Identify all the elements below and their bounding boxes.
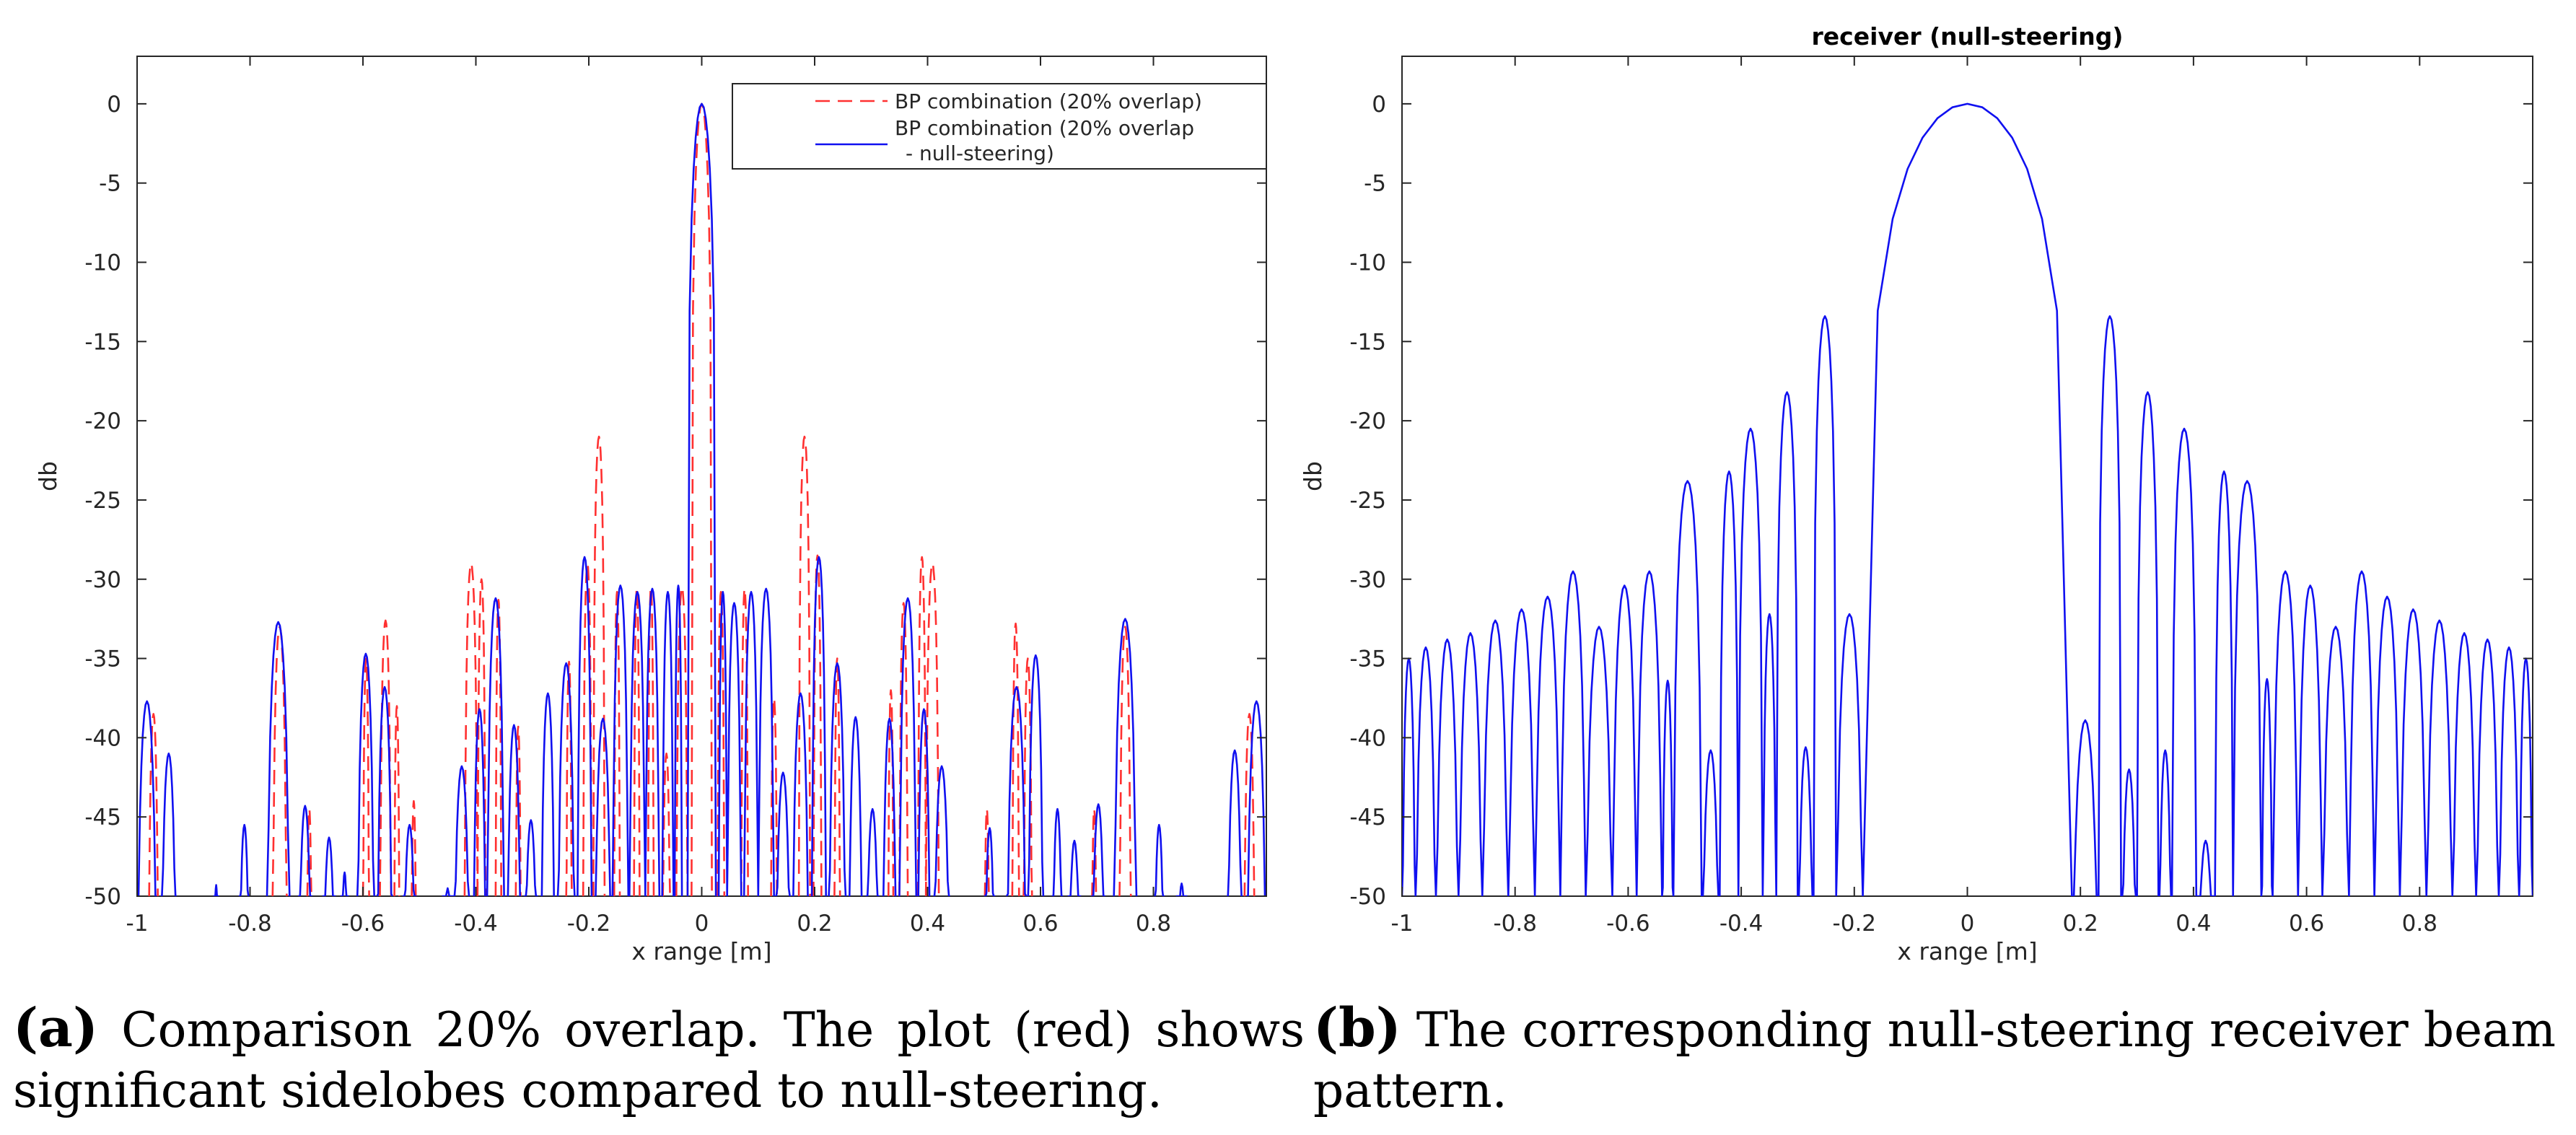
- x-tick-label-a-2: -0.6: [341, 911, 385, 937]
- chart-b: -1 -0.8 -0.6 -0.4 -0.2 0 0.2 0.4 0.6 0.8 0 -5 -10 -15…: [1299, 22, 2533, 965]
- y-tick-label-a-0: 0: [107, 92, 121, 118]
- x-tick-label-a-0: -1: [126, 911, 149, 937]
- y-tick-label-b-7: -35: [1349, 647, 1386, 672]
- y-tick-label-a-8: -40: [84, 725, 121, 751]
- caption-b-text: The corresponding null-steering receiver…: [1313, 1002, 2556, 1118]
- x-tick-label-b-5: 0: [1961, 911, 1975, 937]
- x-tick-label-b-3: -0.4: [1719, 911, 1764, 937]
- series-line-a-0: [148, 102, 1256, 896]
- legend-label-0: BP combination (20% overlap): [895, 89, 1202, 113]
- y-tick-label-b-0: 0: [1372, 92, 1386, 118]
- x-tick-label-b-2: -0.6: [1606, 911, 1650, 937]
- x-tick-label-a-1: -0.8: [228, 911, 272, 937]
- series-line-a-1: [137, 102, 1266, 896]
- y-tick-label-b-9: -45: [1349, 805, 1386, 831]
- legend-box: [732, 83, 1267, 170]
- y-tick-label-b-10: -50: [1349, 884, 1386, 910]
- x-tick-label-b-6: 0.2: [2063, 911, 2098, 937]
- y-tick-label-a-10: -50: [84, 884, 121, 910]
- caption-a-text: Comparison 20% overlap. The plot (red) s…: [13, 1002, 1305, 1118]
- y-tick-label-a-5: -25: [84, 488, 121, 514]
- caption-b: (b) The corresponding null-steering rece…: [1313, 998, 2569, 1121]
- y-tick-label-a-1: -5: [99, 171, 121, 197]
- y-tick-label-a-3: -15: [84, 329, 121, 355]
- y-tick-label-a-4: -20: [84, 408, 121, 434]
- y-tick-label-a-7: -35: [84, 647, 121, 672]
- x-tick-label-a-6: 0.2: [797, 911, 832, 937]
- x-tick-label-b-1: -0.8: [1493, 911, 1537, 937]
- x-tick-label-a-8: 0.6: [1022, 911, 1058, 937]
- x-tick-label-a-4: -0.2: [567, 911, 611, 937]
- y-tick-label-b-8: -40: [1349, 725, 1386, 751]
- caption-a: (a) Comparison 20% overlap. The plot (re…: [13, 998, 1305, 1121]
- legend-label-2: - null-steering): [906, 141, 1054, 165]
- x-tick-label-b-9: 0.8: [2402, 911, 2437, 937]
- y-tick-label-b-5: -25: [1349, 488, 1386, 514]
- y-tick-label-a-2: -10: [84, 250, 121, 276]
- y-tick-label-b-4: -20: [1349, 408, 1386, 434]
- axes-box-b: [1401, 56, 2533, 897]
- x-tick-label-b-7: 0.4: [2176, 911, 2211, 937]
- y-axis-label-b: db: [1299, 461, 1327, 491]
- legend-label-1: BP combination (20% overlap: [895, 116, 1194, 140]
- caption-a-label: (a): [13, 997, 98, 1059]
- x-tick-label-a-7: 0.4: [910, 911, 945, 937]
- chart-a: -1 -0.8 -0.6 -0.4 -0.2 0 0.2 0.4 0.6 0.8 0 -5 -10 -15…: [34, 56, 1267, 965]
- series-group-a: [137, 102, 1266, 896]
- x-tick-label-b-4: -0.2: [1833, 911, 1877, 937]
- x-axis-label-a: x range [m]: [631, 937, 771, 965]
- x-tick-label-a-5: 0: [695, 911, 709, 937]
- x-tick-label-a-3: -0.4: [454, 911, 498, 937]
- chart-title-b: receiver (null-steering): [1812, 22, 2124, 51]
- y-tick-label-a-9: -45: [84, 805, 121, 831]
- axes-box-a: [136, 56, 1267, 897]
- y-tick-label-b-2: -10: [1349, 250, 1386, 276]
- y-tick-label-b-3: -15: [1349, 329, 1386, 355]
- x-tick-label-b-8: 0.6: [2289, 911, 2324, 937]
- x-tick-label-a-9: 0.8: [1136, 911, 1171, 937]
- x-tick-label-b-0: -1: [1391, 911, 1414, 937]
- y-tick-label-b-6: -30: [1349, 567, 1386, 593]
- y-tick-label-a-6: -30: [84, 567, 121, 593]
- y-tick-label-b-1: -5: [1364, 171, 1386, 197]
- x-axis-label-b: x range [m]: [1897, 937, 2037, 965]
- y-axis-label-a: db: [34, 461, 62, 491]
- caption-b-label: (b): [1313, 997, 1401, 1059]
